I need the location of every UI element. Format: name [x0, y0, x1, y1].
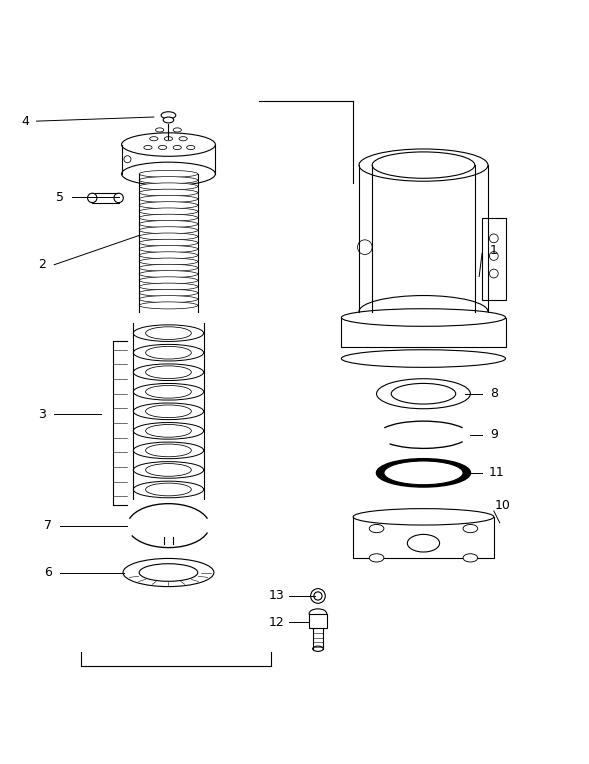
Ellipse shape	[353, 509, 494, 525]
Ellipse shape	[376, 459, 471, 487]
Ellipse shape	[179, 137, 187, 141]
Ellipse shape	[310, 588, 325, 604]
Ellipse shape	[342, 309, 505, 326]
Ellipse shape	[359, 296, 488, 328]
Ellipse shape	[187, 145, 195, 150]
Ellipse shape	[369, 554, 384, 562]
Ellipse shape	[313, 646, 323, 652]
Ellipse shape	[145, 464, 191, 476]
Ellipse shape	[139, 277, 198, 284]
Ellipse shape	[145, 483, 191, 496]
Text: 3: 3	[38, 408, 47, 421]
Ellipse shape	[133, 481, 204, 498]
Ellipse shape	[133, 345, 204, 361]
Ellipse shape	[372, 152, 475, 178]
Ellipse shape	[139, 564, 198, 581]
Ellipse shape	[145, 366, 191, 379]
Ellipse shape	[139, 239, 198, 246]
Ellipse shape	[408, 534, 439, 552]
Ellipse shape	[88, 193, 97, 202]
Ellipse shape	[376, 379, 471, 409]
Ellipse shape	[139, 170, 198, 177]
Ellipse shape	[114, 193, 123, 202]
Ellipse shape	[139, 283, 198, 290]
Ellipse shape	[133, 461, 204, 478]
Ellipse shape	[463, 524, 478, 533]
Ellipse shape	[369, 524, 384, 533]
Ellipse shape	[139, 270, 198, 277]
Ellipse shape	[139, 233, 198, 240]
Bar	[309, 613, 327, 628]
Ellipse shape	[144, 145, 152, 150]
Text: 6: 6	[44, 566, 52, 579]
Ellipse shape	[124, 156, 131, 163]
Ellipse shape	[139, 183, 198, 190]
Ellipse shape	[139, 296, 198, 303]
Ellipse shape	[121, 162, 216, 186]
Text: 10: 10	[495, 499, 511, 512]
Ellipse shape	[309, 609, 327, 618]
Ellipse shape	[342, 350, 505, 367]
Ellipse shape	[164, 137, 173, 141]
Text: 13: 13	[269, 590, 285, 603]
Ellipse shape	[123, 558, 214, 587]
Text: 4: 4	[21, 115, 29, 128]
Ellipse shape	[139, 245, 198, 253]
Text: 7: 7	[44, 519, 52, 532]
Ellipse shape	[139, 221, 198, 228]
Text: 2: 2	[38, 258, 47, 271]
Text: 5: 5	[56, 191, 64, 204]
Ellipse shape	[150, 137, 158, 141]
Ellipse shape	[163, 117, 174, 123]
Ellipse shape	[139, 252, 198, 259]
Ellipse shape	[121, 133, 216, 157]
Bar	[342, 318, 505, 347]
Text: 12: 12	[269, 616, 285, 629]
Ellipse shape	[139, 196, 198, 202]
Ellipse shape	[139, 290, 198, 296]
Ellipse shape	[133, 364, 204, 380]
Ellipse shape	[139, 258, 198, 265]
Ellipse shape	[463, 554, 478, 562]
Ellipse shape	[133, 384, 204, 400]
Ellipse shape	[173, 145, 181, 150]
Ellipse shape	[133, 325, 204, 342]
Ellipse shape	[161, 112, 176, 118]
Text: 11: 11	[489, 466, 505, 479]
Ellipse shape	[139, 208, 198, 215]
Ellipse shape	[489, 269, 498, 278]
Text: 8: 8	[490, 387, 498, 400]
Ellipse shape	[145, 346, 191, 359]
Ellipse shape	[384, 461, 463, 484]
Ellipse shape	[391, 384, 456, 404]
Ellipse shape	[489, 234, 498, 243]
Ellipse shape	[139, 214, 198, 222]
Ellipse shape	[145, 444, 191, 457]
Ellipse shape	[314, 592, 322, 600]
Bar	[92, 193, 118, 202]
Ellipse shape	[133, 403, 204, 419]
Text: 9: 9	[490, 429, 498, 442]
Bar	[482, 218, 505, 300]
Ellipse shape	[133, 422, 204, 439]
Text: 1: 1	[490, 244, 498, 257]
Ellipse shape	[358, 240, 372, 254]
Ellipse shape	[173, 128, 181, 132]
Ellipse shape	[145, 327, 191, 339]
Ellipse shape	[145, 385, 191, 398]
Bar	[353, 516, 494, 558]
Ellipse shape	[158, 145, 167, 150]
Ellipse shape	[139, 189, 198, 196]
Ellipse shape	[359, 149, 488, 181]
Ellipse shape	[155, 128, 164, 132]
Ellipse shape	[133, 442, 204, 458]
Ellipse shape	[145, 405, 191, 418]
Ellipse shape	[139, 302, 198, 309]
Ellipse shape	[139, 176, 198, 183]
Ellipse shape	[139, 264, 198, 271]
Ellipse shape	[139, 227, 198, 234]
Ellipse shape	[489, 251, 498, 261]
Ellipse shape	[145, 425, 191, 437]
Ellipse shape	[139, 202, 198, 209]
